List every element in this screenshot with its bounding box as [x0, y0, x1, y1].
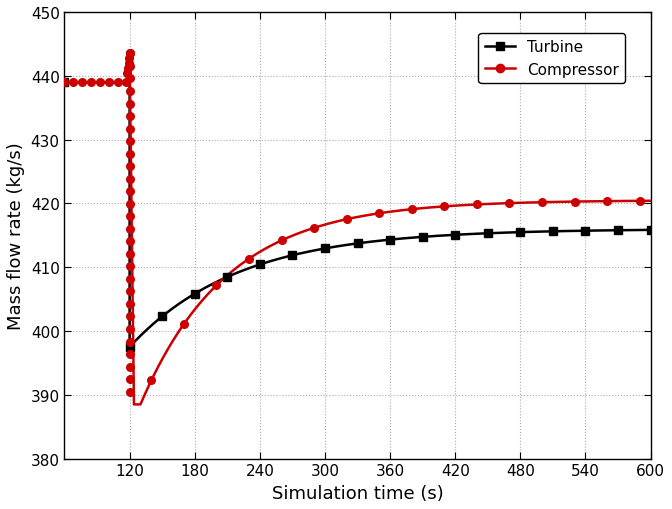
X-axis label: Simulation time (s): Simulation time (s)	[271, 484, 444, 502]
Y-axis label: Mass flow rate (kg/s): Mass flow rate (kg/s)	[7, 142, 25, 329]
Legend: Turbine, Compressor: Turbine, Compressor	[478, 34, 626, 83]
